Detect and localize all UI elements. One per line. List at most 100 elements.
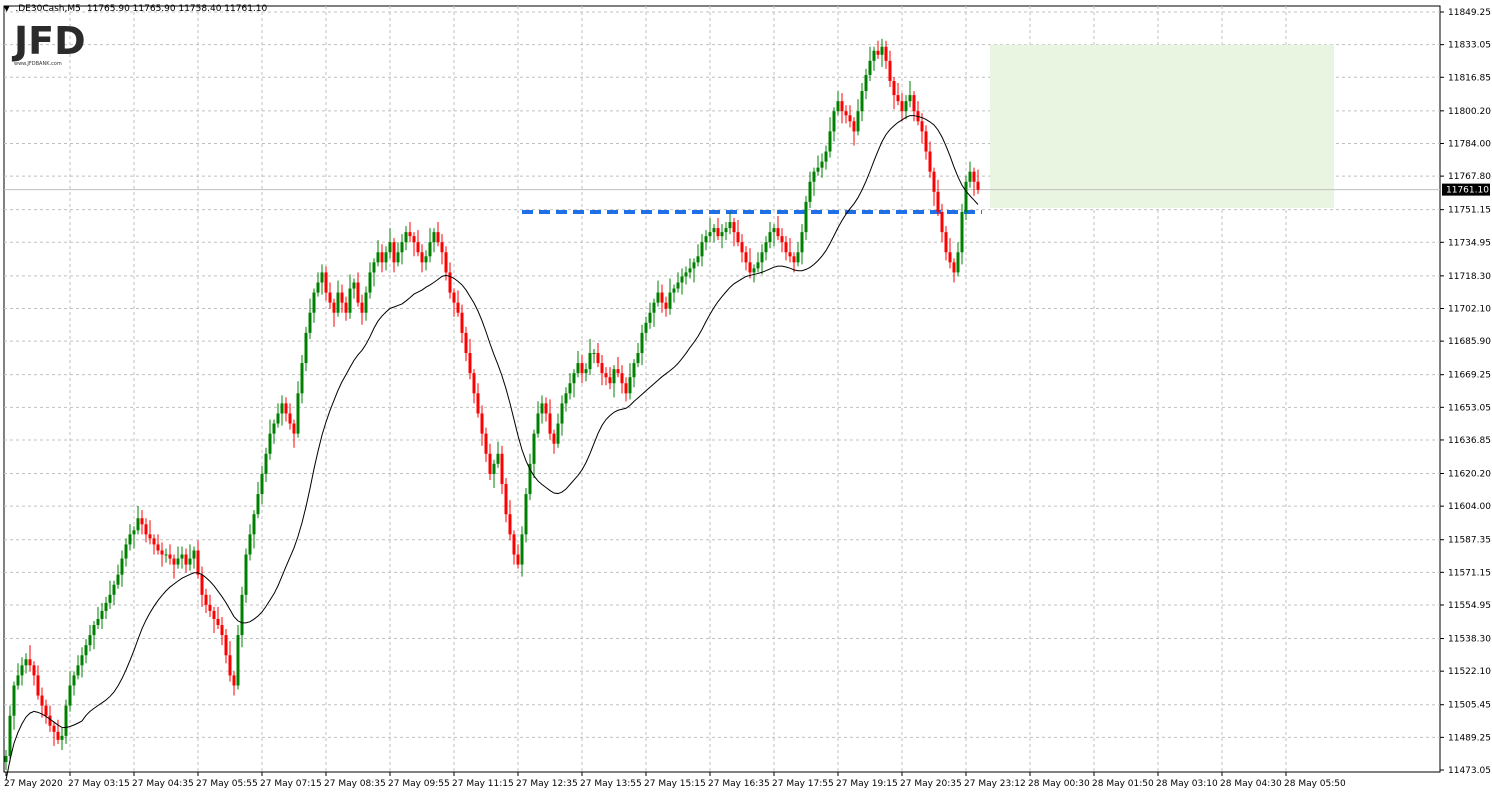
candle-body (956, 252, 960, 273)
candle-body (564, 393, 568, 404)
candle-body (592, 353, 596, 355)
y-tick-label: 11784.00 (1448, 139, 1491, 149)
y-tick-label: 11571.15 (1448, 568, 1491, 578)
y-tick-label: 11718.30 (1448, 272, 1491, 282)
candle-body (868, 60, 872, 75)
candle-body (860, 91, 864, 112)
candle-body (736, 232, 740, 243)
candle-body (364, 292, 368, 313)
x-tick-label: 27 May 09:55 (388, 779, 450, 789)
candle-body (528, 463, 532, 495)
y-tick-label: 11473.05 (1448, 766, 1491, 776)
candle-body (328, 292, 332, 303)
candle-body (308, 312, 312, 333)
candle-body (648, 312, 652, 323)
x-tick-label: 27 May 12:35 (516, 779, 578, 789)
candle-body (184, 554, 188, 565)
candle-body (840, 101, 844, 112)
candle-body (844, 111, 848, 116)
candle-body (40, 695, 44, 706)
candle-body (236, 635, 240, 686)
candle-body (772, 228, 776, 233)
symbol-label: .DE30Cash,M5 (15, 4, 81, 14)
candle-body (380, 252, 384, 263)
candle-body (468, 353, 472, 374)
candle-body (144, 524, 148, 535)
y-tick-label: 11734.95 (1448, 238, 1491, 248)
collapse-triangle-icon[interactable]: ▼ (4, 5, 10, 13)
candle-body (936, 191, 940, 212)
candle-body (188, 558, 192, 565)
current-price-tag (1442, 183, 1490, 196)
candle-body (612, 369, 616, 384)
y-tick-label: 11489.25 (1448, 733, 1491, 743)
candle-body (256, 494, 260, 515)
candle-body (696, 256, 700, 263)
candle-body (664, 302, 668, 309)
candle-body (16, 675, 20, 686)
candle-body (88, 635, 92, 646)
candle-body (548, 413, 552, 434)
candle-body (200, 574, 204, 595)
candle-body (828, 131, 832, 152)
candle-body (444, 252, 448, 273)
logo-text: JFD (14, 19, 86, 63)
candle-body (720, 232, 724, 237)
candle-body (148, 534, 152, 539)
x-tick-label: 27 May 03:15 (68, 779, 130, 789)
candle-body (580, 363, 584, 374)
candle-body (620, 373, 624, 384)
candle-body (156, 544, 160, 551)
candle-body (180, 554, 184, 559)
candle-body (316, 282, 320, 293)
candle-body (832, 111, 836, 132)
candle-body (848, 115, 852, 122)
candle-body (220, 625, 224, 636)
candle-body (556, 423, 560, 444)
candle-body (804, 201, 808, 233)
candle-body (636, 353, 640, 364)
candle-body (344, 302, 348, 313)
candle-body (520, 534, 524, 565)
candle-body (216, 618, 220, 626)
candle-body (368, 272, 372, 293)
candle-body (420, 252, 424, 263)
candle-body (116, 574, 120, 585)
candle-body (668, 292, 672, 309)
candle-body (588, 353, 592, 370)
candle-body (396, 252, 400, 263)
candle-body (384, 252, 388, 263)
candle-body (320, 272, 324, 283)
candle-body (164, 554, 168, 556)
candle-body (756, 262, 760, 269)
x-tick-label: 28 May 04:30 (1220, 779, 1282, 789)
candle-body (536, 413, 540, 434)
candle-body (560, 403, 564, 424)
candle-body (264, 453, 268, 474)
x-tick-label: 27 May 23:12 (964, 779, 1026, 789)
candle-body (712, 228, 716, 233)
candle-body (812, 171, 816, 182)
candle-body (208, 604, 212, 611)
candle-body (412, 236, 416, 243)
candle-body (4, 755, 8, 763)
jfd-logo: JFD www.JFDBANK.com (14, 22, 86, 67)
candle-body (656, 292, 660, 303)
candle-body (160, 550, 164, 555)
candle-body (304, 332, 308, 364)
candle-body (972, 171, 976, 182)
candle-body (544, 403, 548, 414)
candle-body (260, 473, 264, 495)
x-tick-label: 27 May 04:35 (132, 779, 194, 789)
y-tick-label: 11702.10 (1448, 304, 1491, 314)
candle-body (892, 81, 896, 96)
candle-body (764, 242, 768, 253)
candle-body (64, 705, 68, 736)
candle-body (436, 232, 440, 243)
candle-body (500, 453, 504, 484)
candle-body (900, 101, 904, 112)
x-tick-label: 28 May 05:50 (1284, 779, 1346, 789)
candle-body (472, 373, 476, 394)
